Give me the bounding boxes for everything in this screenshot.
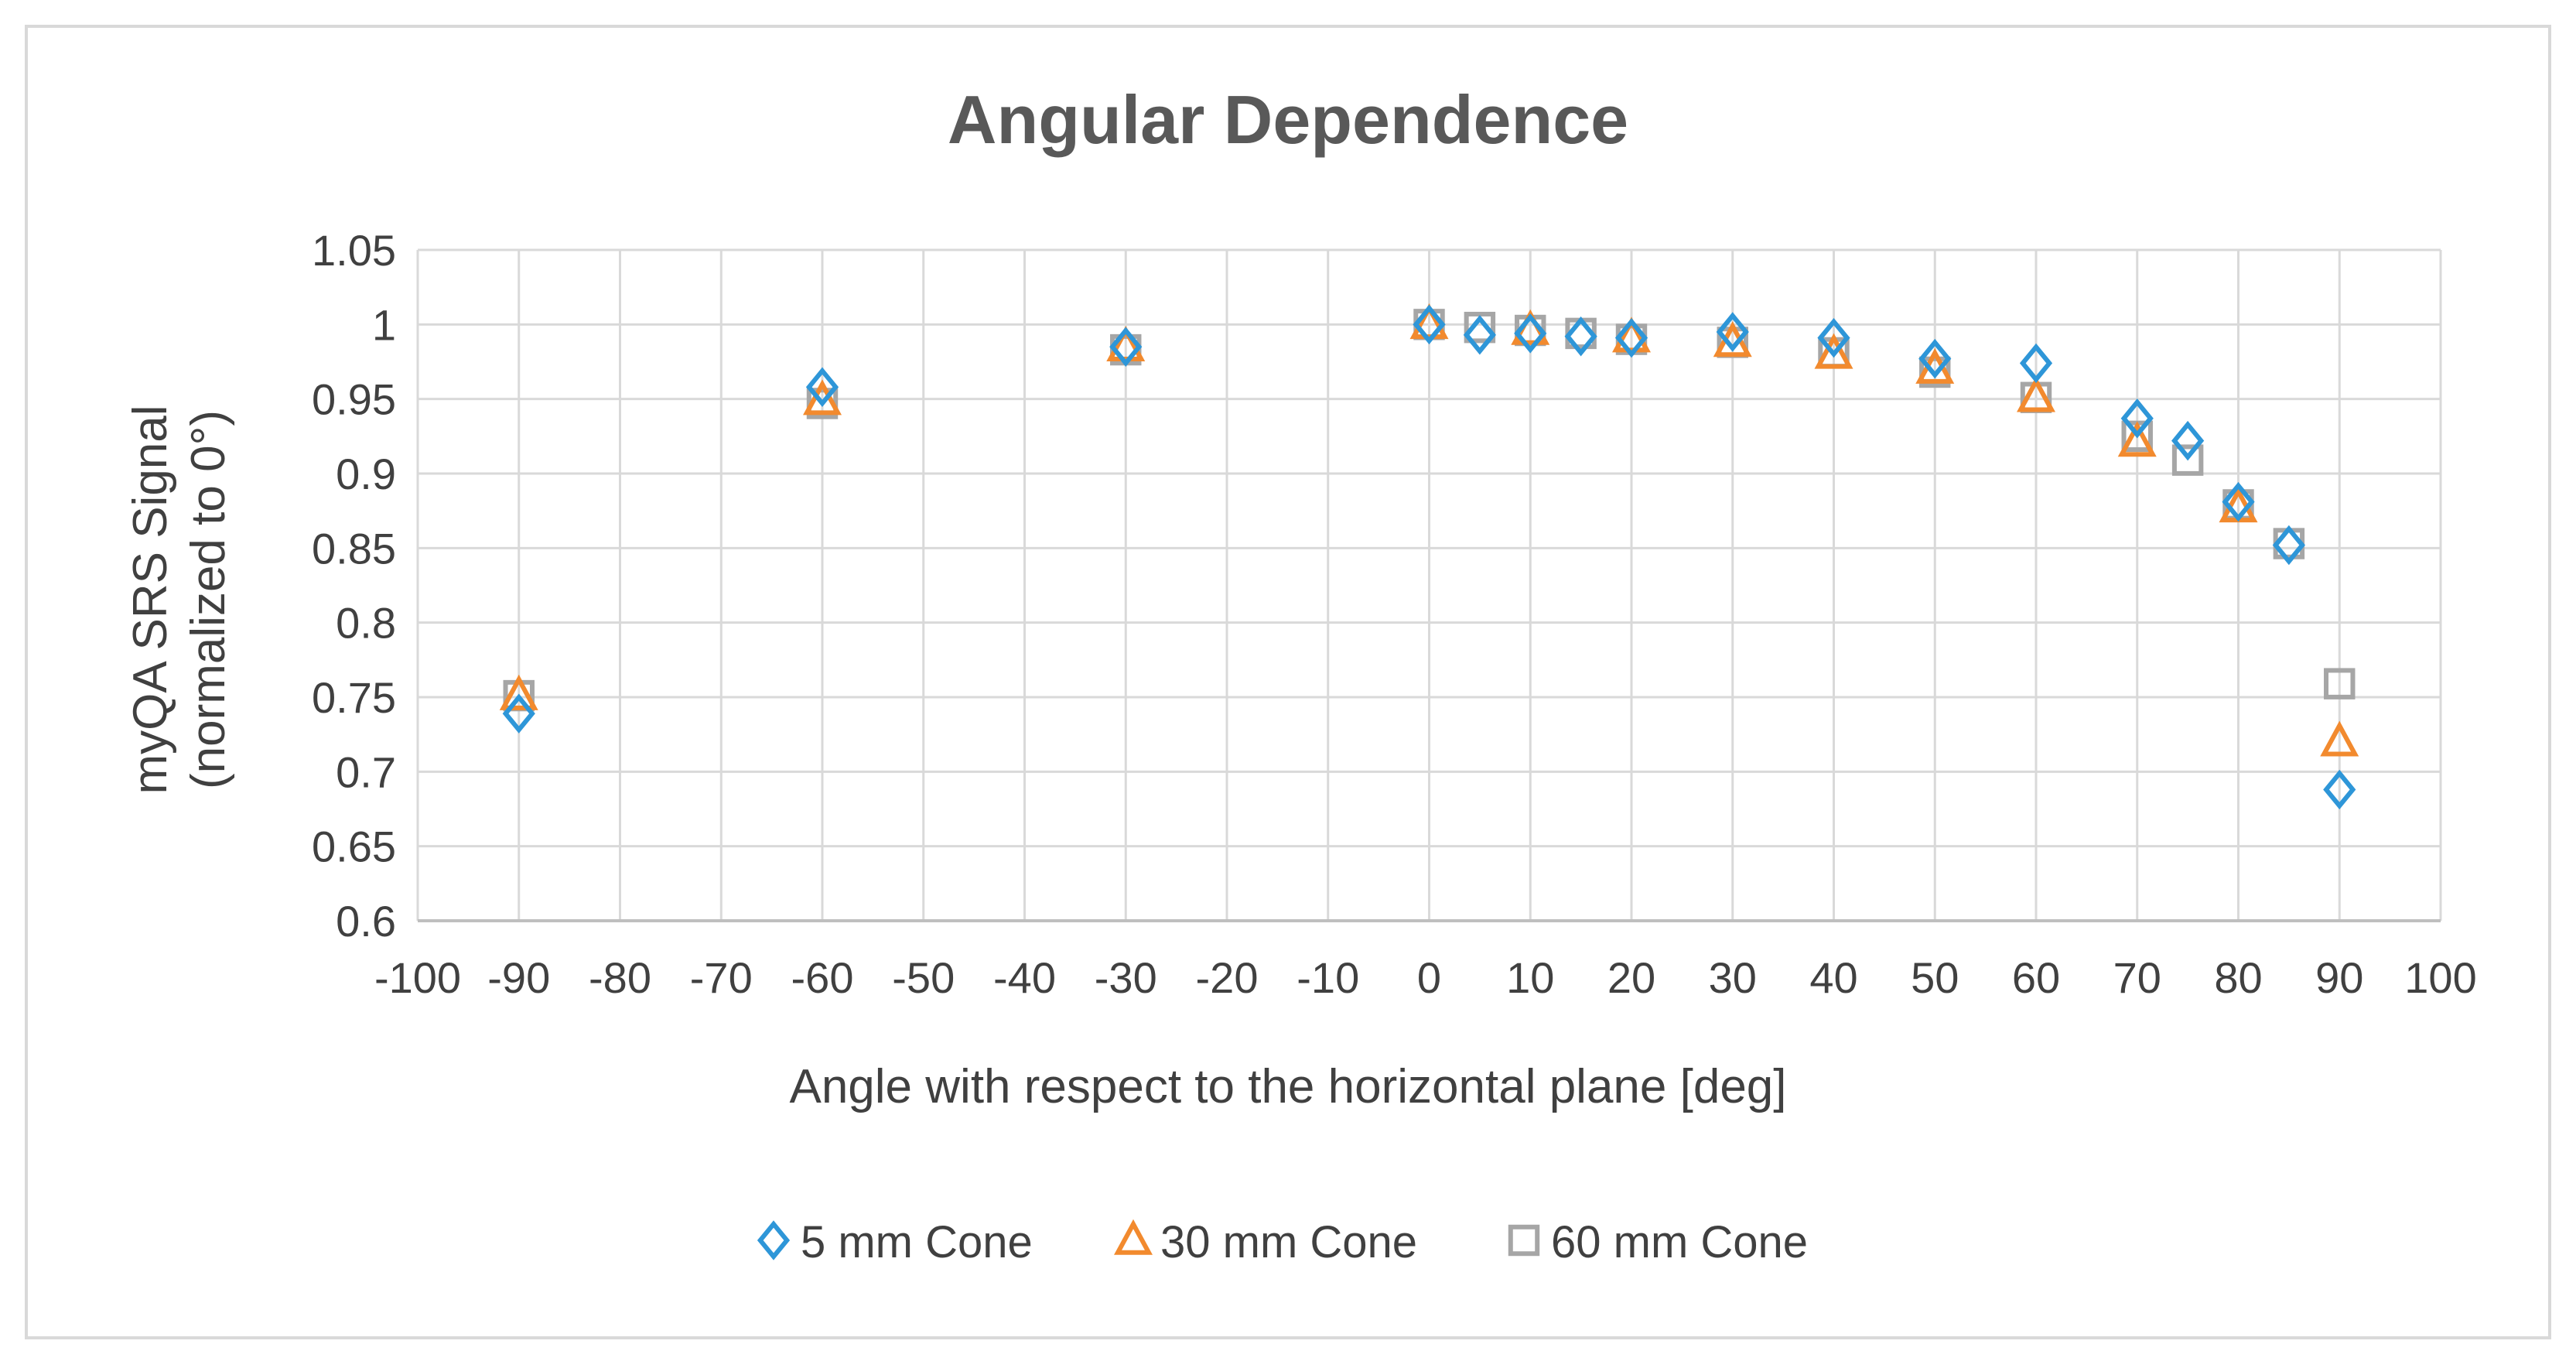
- 30-mm-cone-point: [1106, 325, 1146, 361]
- y-tick-label: 0.75: [312, 673, 396, 722]
- 30-mm-cone-point: [803, 379, 842, 416]
- x-tick-label: -10: [1297, 953, 1359, 1002]
- 5-mm-cone-point: [1918, 338, 1952, 379]
- tick-labels: -100 -90 -80 -70 -60 -50 -40 -30 -20 -10 0 10 20 30 40…: [312, 226, 2477, 1002]
- 5-mm-cone-point: [2272, 525, 2305, 566]
- x-tick-label: 20: [1607, 953, 1655, 1002]
- y-tick-label: 0.7: [336, 747, 396, 796]
- x-tick-label: -100: [374, 953, 461, 1002]
- 5-mm-cone-point: [2171, 420, 2205, 461]
- 5-mm-cone-point: [1463, 315, 1496, 355]
- legend-marker-30-mm-cone: [1114, 1219, 1153, 1255]
- x-tick-label: -40: [993, 953, 1056, 1002]
- 60-mm-cone-point: [2324, 668, 2356, 699]
- 60-mm-cone-point: [806, 388, 839, 419]
- legend-label-30-mm-cone: 30 mm Cone: [1160, 1217, 1417, 1267]
- 5-mm-cone-point: [1109, 327, 1143, 367]
- 5-mm-cone-point: [805, 367, 839, 407]
- y-tick-label: 0.85: [312, 524, 396, 573]
- 60-mm-cone-point: [1919, 356, 1951, 388]
- chart-frame: [25, 25, 2551, 1339]
- x-tick-label: 30: [1709, 953, 1757, 1002]
- x-tick-label: 80: [2214, 953, 2262, 1002]
- 5-mm-cone-point: [1716, 312, 1749, 352]
- 60-mm-cone-point: [2171, 444, 2204, 476]
- 5-mm-cone-point: [1514, 313, 1547, 354]
- 5-mm-cone-point: [2323, 769, 2356, 810]
- y-axis-label-line1: myQA SRS Signal: [124, 405, 177, 794]
- x-tick-label: -20: [1196, 953, 1259, 1002]
- 30-mm-cone-point: [1814, 333, 1853, 369]
- 30-mm-cone-point: [1409, 303, 1449, 340]
- legend-marker-5-mm-cone: [757, 1220, 791, 1260]
- y-tick-label: 0.8: [336, 599, 396, 648]
- 5-mm-cone-point: [2222, 481, 2255, 522]
- y-tick-label: 0.95: [312, 375, 396, 424]
- x-tick-label: 60: [2012, 953, 2060, 1002]
- y-tick-label: 1: [372, 300, 396, 349]
- data-points: [499, 303, 2359, 810]
- 30-mm-cone-point: [2117, 421, 2157, 457]
- 30-mm-cone-point: [2017, 376, 2055, 412]
- x-tick-label: -70: [690, 953, 753, 1002]
- x-tick-label: 100: [2404, 953, 2476, 1002]
- 5-mm-cone-point: [2120, 398, 2154, 439]
- x-tick-label: -30: [1095, 953, 1157, 1002]
- 5-mm-cone-point: [1614, 317, 1648, 358]
- y-tick-label: 1.05: [312, 226, 396, 275]
- 5-mm-cone-point: [1413, 304, 1446, 345]
- 60-mm-cone-point: [1464, 311, 1496, 344]
- gridlines: [416, 248, 2442, 922]
- y-axis-label: myQA SRS Signal (normalized to 0°): [124, 405, 235, 794]
- x-tick-label: -80: [589, 953, 651, 1002]
- x-tick-label: 40: [1809, 953, 1857, 1002]
- legend-label-60-mm-cone: 60 mm Cone: [1551, 1217, 1808, 1267]
- x-tick-label: -60: [791, 953, 854, 1002]
- 30-mm-cone-point: [2320, 720, 2359, 757]
- y-axis-label-line2: (normalized to 0°): [182, 410, 235, 789]
- x-tick-label: 0: [1417, 953, 1441, 1002]
- y-tick-label: 0.6: [336, 897, 396, 946]
- x-tick-label: 50: [1911, 953, 1959, 1002]
- chart-title: Angular Dependence: [948, 81, 1628, 158]
- 5-mm-cone-point: [502, 693, 535, 734]
- x-tick-label: 70: [2113, 953, 2161, 1002]
- 5-mm-cone-point: [1817, 317, 1850, 358]
- 30-mm-cone-point: [499, 674, 538, 710]
- x-tick-label: 90: [2315, 953, 2363, 1002]
- x-axis-label: Angle with respect to the horizontal pla…: [789, 1060, 1786, 1113]
- x-tick-label: 10: [1506, 953, 1554, 1002]
- x-tick-label: -50: [892, 953, 955, 1002]
- 5-mm-cone-point: [2019, 343, 2053, 384]
- y-tick-label: 0.9: [336, 450, 396, 498]
- y-tick-label: 0.65: [312, 823, 396, 871]
- legend: 5 mm Cone 30 mm Cone 60 mm Cone: [757, 1217, 1808, 1267]
- legend-marker-60-mm-cone: [1508, 1224, 1540, 1257]
- 5-mm-cone-point: [1564, 316, 1597, 357]
- 30-mm-cone-point: [1612, 316, 1651, 353]
- legend-label-5-mm-cone: 5 mm Cone: [801, 1217, 1033, 1267]
- x-tick-label: -90: [487, 953, 550, 1002]
